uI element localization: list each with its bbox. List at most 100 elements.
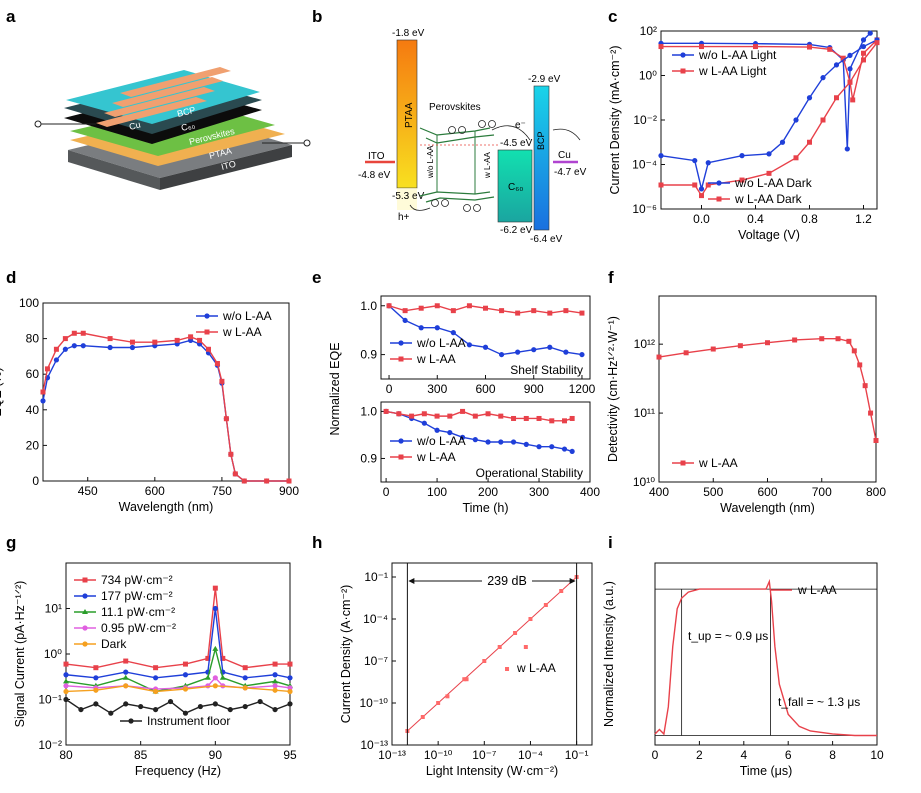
y-tick-label: 10¹⁰	[633, 475, 655, 489]
t-up-annotation: t_up = ~ 0.9 μs	[688, 629, 768, 643]
series-w-point	[862, 383, 868, 389]
series-3-point	[874, 40, 880, 46]
x-tick-label: 0	[383, 485, 390, 499]
hole-transfer-arrow	[409, 204, 431, 211]
legend-marker	[82, 593, 88, 599]
series-w-point	[264, 478, 270, 484]
layer-label-cu: Cu	[128, 119, 142, 131]
series-w-point	[846, 338, 852, 344]
series-w-point	[286, 478, 292, 484]
legend-marker	[505, 667, 510, 671]
series-1-point	[861, 50, 866, 56]
series-0-point	[182, 661, 188, 667]
shelf-w-point	[531, 308, 537, 314]
shelf-w-point	[547, 310, 553, 316]
series-0-point	[205, 655, 211, 661]
series-w-point	[62, 336, 68, 342]
legend-marker	[680, 52, 686, 58]
shelf-w-point	[386, 303, 392, 309]
legend-label: w L-AA Light	[698, 64, 767, 78]
electron-to-cu-arrow	[552, 128, 581, 141]
charts: 0.0 0.4 0.8 1.2 10⁻⁶ 10⁻⁴ 10⁻² 10⁰ 10² Voltage (V…	[0, 24, 886, 778]
legend-marker	[398, 454, 404, 460]
series-2-point	[806, 95, 813, 101]
series-0-point	[847, 66, 853, 72]
op-wo-point	[569, 448, 575, 455]
series-4-point	[93, 687, 99, 693]
legend-marker	[716, 180, 722, 186]
data-point	[462, 677, 467, 682]
y-tick-label: 40	[26, 403, 40, 417]
series-0-line	[65, 588, 290, 669]
chart-g: 80 85 90 95 10⁻² 10⁻¹ 10⁰ 10¹ Frequency (Hz) Sign…	[13, 562, 297, 778]
shelf-w-point	[483, 305, 488, 311]
panel-label-c: c	[608, 7, 617, 26]
shelf-w-point	[402, 308, 408, 314]
y-tick-label: 1.0	[360, 299, 377, 313]
series-2-point	[63, 678, 69, 684]
series-0-point	[212, 585, 218, 591]
x-tick-label: 300	[529, 485, 549, 499]
shelf-wo-point	[498, 351, 505, 358]
hole	[441, 199, 449, 207]
x-tick-label: 600	[145, 484, 165, 498]
series-2-point	[658, 153, 664, 159]
series-w-point	[765, 340, 770, 346]
series-4-point	[182, 686, 189, 692]
x-tick-label: 0	[652, 748, 659, 762]
op-wo-point	[472, 437, 478, 443]
series-wo-point	[62, 346, 68, 352]
x-axis-label: Voltage (V)	[738, 228, 800, 242]
series-w-point	[197, 337, 203, 343]
series-3-point	[212, 675, 218, 681]
y-tick-label: 10¹²	[634, 337, 655, 351]
shelf-wo-point	[402, 317, 408, 324]
x-tick-label: 1.2	[855, 212, 872, 226]
op-w-point	[549, 418, 555, 424]
y-tick-label: 10¹¹	[634, 406, 655, 420]
series-1-point	[272, 672, 278, 678]
series-1-point	[242, 675, 248, 681]
y-tick-label: 10⁻¹⁰	[360, 696, 389, 710]
op-wo-point	[561, 446, 568, 452]
x-tick-label: 0	[386, 382, 393, 396]
x-tick-label: 900	[524, 382, 544, 396]
legend-label: w L-AA Dark	[734, 192, 803, 206]
electron-dots	[431, 120, 496, 212]
series-3-point	[705, 182, 711, 188]
hole	[431, 199, 439, 207]
dynamic-range-annotation: 239 dB	[487, 574, 527, 588]
cu-finger	[96, 97, 207, 127]
series-2-point	[847, 52, 853, 59]
op-wo-point	[549, 444, 555, 450]
arrow-head-left	[408, 578, 415, 584]
series-1-point	[63, 672, 69, 678]
legend-marker	[398, 438, 404, 444]
y-tick-label: 10²	[640, 24, 657, 38]
legend-marker	[128, 718, 134, 724]
x-tick-label: 10⁻¹³	[378, 748, 406, 762]
c60-top-energy: -4.5 eV	[500, 138, 533, 149]
series-w-point	[129, 339, 135, 345]
substrate-side-left	[68, 150, 160, 190]
hole	[473, 204, 481, 212]
legend-label: 177 pW·cm⁻²	[101, 589, 173, 603]
series-w-line	[42, 332, 289, 482]
electron	[458, 126, 466, 134]
ptaa-top-energy: -1.8 eV	[392, 28, 425, 39]
y-tick-label: 10⁻¹	[38, 693, 62, 707]
panel-label-e: e	[312, 268, 321, 287]
series-2-point	[692, 157, 698, 164]
chart-f: 400 500 600 700 800 10¹⁰ 10¹¹ 10¹² Wavelength (n…	[606, 295, 886, 515]
x-tick-label: 2	[696, 748, 703, 762]
ito-energy: -4.8 eV	[358, 170, 391, 181]
c60-bottom-energy: -6.2 eV	[500, 225, 533, 236]
series-1-point	[850, 97, 856, 103]
series-2-line	[660, 39, 878, 190]
ptaa-bottom-energy: -5.3 eV	[392, 191, 425, 202]
y-tick-label: 0.9	[360, 451, 377, 465]
x-tick-label: 6	[785, 748, 792, 762]
plot-frame	[391, 562, 593, 746]
series-1-point	[153, 675, 159, 681]
op-w-point	[498, 413, 504, 419]
